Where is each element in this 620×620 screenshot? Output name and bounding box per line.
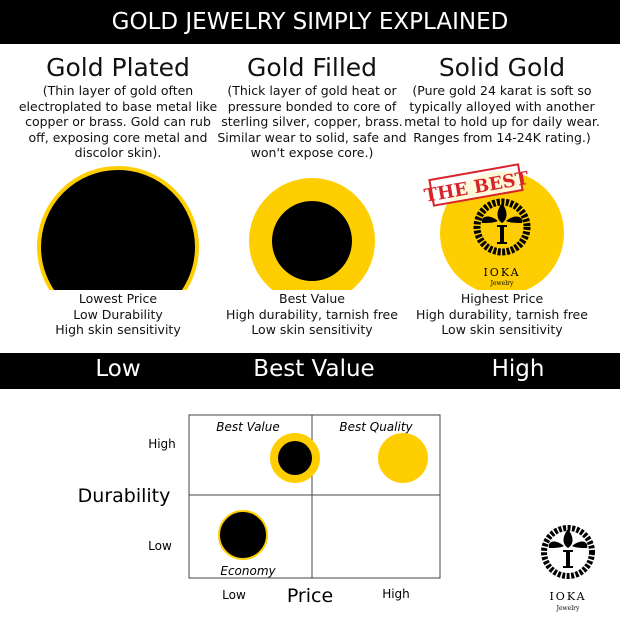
value-band: Low Best Value High xyxy=(0,353,620,389)
band-low: Low xyxy=(95,356,141,382)
heading: Gold Filled xyxy=(246,53,378,82)
caption: High durability, tarnish free xyxy=(226,306,398,322)
ioka-logo-icon xyxy=(541,525,595,579)
y-low: Low xyxy=(148,539,172,553)
caption: Low skin sensitivity xyxy=(441,322,563,337)
column-gold-plated: Gold Plated (Thin layer of gold often el… xyxy=(18,54,218,161)
column-solid-gold: Solid Gold (Pure gold 24 karat is soft s… xyxy=(402,54,602,145)
gold-filled-core-circle xyxy=(272,201,352,281)
page-title: GOLD JEWELRY SIMPLY EXPLAINED xyxy=(0,0,620,44)
x-label: Price xyxy=(287,585,333,607)
heading: Gold Plated xyxy=(46,53,190,82)
logo-sub: Jewelry xyxy=(490,280,514,287)
caption: Low Durability xyxy=(73,306,163,322)
caption: High durability, tarnish free xyxy=(416,306,588,322)
description: (Thick layer of gold heat or pressure bo… xyxy=(217,83,407,160)
caption: Low skin sensitivity xyxy=(251,322,373,337)
caption: High skin sensitivity xyxy=(55,322,181,337)
circles: IOKA Jewelry THE BEST xyxy=(37,163,564,290)
logo-name: IOKA xyxy=(483,266,520,279)
gold-plated-circle xyxy=(37,166,199,290)
ioka-logo-icon xyxy=(473,198,531,256)
gold-filled-marker-core xyxy=(278,441,312,475)
logo-name: IOKA xyxy=(549,590,586,603)
gold-plated-marker xyxy=(218,510,268,560)
captions-gold-plated: Lowest Price Low Durability High skin se… xyxy=(18,291,218,338)
logo-sub: Jewelry xyxy=(556,605,580,612)
column-gold-filled: Gold Filled (Thick layer of gold heat or… xyxy=(212,54,412,161)
captions-gold-filled: Best Value High durability, tarnish free… xyxy=(212,291,412,338)
x-low: Low xyxy=(222,588,246,602)
quadrant-economy: Economy xyxy=(220,564,276,578)
y-high: High xyxy=(148,437,176,451)
solid-gold-marker xyxy=(378,433,428,483)
y-label: Durability xyxy=(78,485,171,507)
description: (Thin layer of gold often electroplated … xyxy=(18,83,218,160)
price-durability-matrix: Best Value Best Quality Economy High Low… xyxy=(78,414,595,612)
quadrant-best-value: Best Value xyxy=(216,420,280,434)
caption: Highest Price xyxy=(460,291,544,306)
heading: Solid Gold xyxy=(438,53,566,82)
captions-solid-gold: Highest Price High durability, tarnish f… xyxy=(402,291,602,338)
caption: Lowest Price xyxy=(78,291,158,306)
x-high: High xyxy=(382,587,410,601)
band-high: High xyxy=(491,356,545,382)
band-mid: Best Value xyxy=(253,356,375,382)
caption: Best Value xyxy=(279,291,345,306)
description: (Pure gold 24 karat is soft so typically… xyxy=(404,83,600,145)
quadrant-best-quality: Best Quality xyxy=(339,420,413,434)
